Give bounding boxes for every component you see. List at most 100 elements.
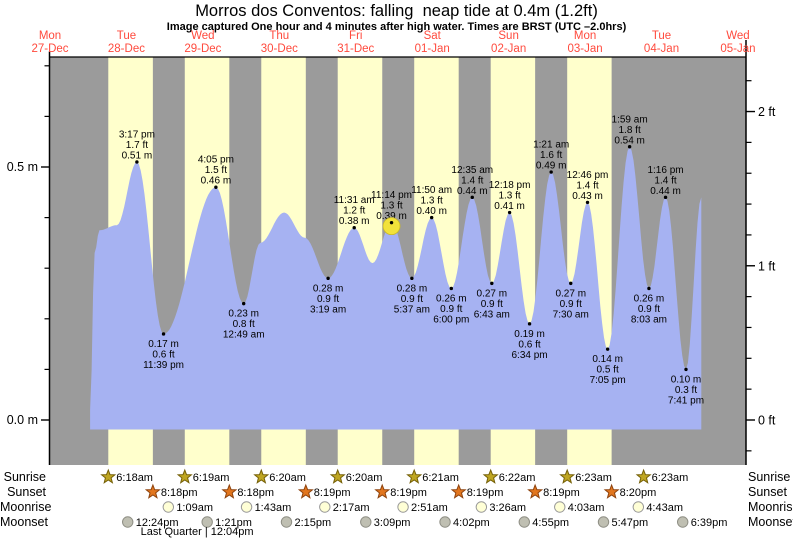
- high-tide-annotation: 1.3 ft: [498, 191, 520, 202]
- tide-extreme-dot: [627, 145, 632, 149]
- low-tide-annotation: 6:43 am: [474, 309, 510, 320]
- tide-extreme-dot: [470, 195, 474, 200]
- high-tide-annotation: 1.4 ft: [654, 175, 676, 186]
- day-label-date: 01-Jan: [415, 43, 450, 55]
- moonset-time: 12:24pm: [136, 517, 179, 529]
- sunrise-row-label-left: Sunrise: [3, 470, 46, 484]
- high-tide-annotation: 0.39 m: [376, 211, 407, 222]
- day-label-dow: Thu: [269, 30, 289, 42]
- sunrise-row-label-right: Sunrise: [748, 470, 791, 484]
- low-tide-annotation: 7:41 pm: [668, 395, 704, 406]
- moonset-icon: [518, 516, 530, 528]
- tide-curve-area: [90, 146, 702, 430]
- sunset-icon: [450, 483, 467, 499]
- low-tide-annotation: 6:00 pm: [433, 314, 469, 325]
- high-tide-annotation: 1.5 ft: [205, 165, 227, 176]
- moonset-icon: [439, 516, 451, 528]
- moonset-icon: [597, 516, 610, 528]
- tide-extreme-dot: [585, 200, 590, 205]
- day-label-date: 27-Dec: [31, 43, 68, 55]
- low-tide-annotation: 3:19 am: [310, 304, 346, 315]
- sunset-time: 8:19pm: [314, 487, 351, 499]
- moonrise-icon: [397, 501, 409, 513]
- high-tide-annotation: 11:31 am: [334, 195, 375, 206]
- sunrise-time: 6:22am: [499, 472, 536, 484]
- high-tide-annotation: 0.44 m: [650, 186, 681, 197]
- sunrise-icon: [406, 468, 423, 484]
- low-tide-annotation: 0.27 m: [555, 288, 586, 299]
- high-tide-annotation: 0.54 m: [614, 135, 645, 146]
- moonrise-icon: [475, 501, 488, 513]
- right-axis-tick-label: 2 ft: [758, 105, 776, 119]
- moonrise-time: 4:43am: [646, 502, 683, 514]
- day-label-date: 29-Dec: [184, 43, 221, 55]
- moonset-icon: [201, 516, 213, 528]
- moonset-icon: [360, 516, 372, 528]
- sunset-icon: [374, 483, 391, 499]
- low-tide-annotation: 5:37 am: [394, 304, 430, 315]
- day-label-date: 02-Jan: [491, 43, 526, 55]
- low-tide-annotation: 0.10 m: [671, 374, 702, 385]
- moonset-time: 3:09pm: [374, 517, 411, 529]
- sunset-time: 8:18pm: [237, 487, 274, 499]
- chart-title: Morros dos Conventos: falling neap tide …: [195, 2, 598, 20]
- moonrise-time: 4:03am: [568, 502, 605, 514]
- low-tide-annotation: 0.5 ft: [597, 365, 619, 376]
- sunset-time: 8:20pm: [620, 487, 657, 499]
- sunrise-time: 6:20am: [346, 472, 383, 484]
- sunrise-time: 6:18am: [116, 472, 153, 484]
- low-tide-annotation: 0.23 m: [228, 309, 259, 320]
- day-label-dow: Sat: [424, 30, 442, 42]
- left-axis-tick-label: 0.0 m: [7, 413, 38, 427]
- tide-extreme-dot: [490, 281, 494, 286]
- tide-extreme-dot: [569, 281, 573, 286]
- day-label-date: 30-Dec: [261, 43, 298, 55]
- moonrise-time: 1:09am: [176, 502, 213, 514]
- sunrise-time: 6:20am: [269, 472, 306, 484]
- low-tide-annotation: 0.26 m: [634, 293, 665, 304]
- day-label-dow: Mon: [574, 30, 596, 42]
- sunset-row-label-left: Sunset: [7, 485, 46, 499]
- moonrise-icon: [240, 501, 253, 513]
- tide-extreme-dot: [429, 215, 434, 220]
- low-tide-annotation: 0.8 ft: [233, 319, 255, 330]
- low-tide-annotation: 8:03 am: [631, 314, 667, 325]
- sunset-icon: [221, 483, 238, 499]
- day-label-date: 03-Jan: [567, 43, 602, 55]
- high-tide-annotation: 3:17 pm: [119, 129, 155, 140]
- low-tide-annotation: 0.9 ft: [440, 304, 462, 315]
- low-tide-annotation: 0.14 m: [592, 354, 623, 365]
- low-tide-annotation: 7:05 pm: [590, 375, 626, 386]
- sunrise-time: 6:21am: [422, 472, 459, 484]
- day-label-date: 05-Jan: [720, 43, 755, 55]
- sunset-row-label-right: Sunset: [748, 485, 787, 499]
- left-axis-tick-label: 0.5 m: [7, 160, 38, 174]
- sunset-icon: [603, 483, 620, 499]
- tide-extreme-dot: [135, 160, 139, 164]
- right-axis-tick-label: 1 ft: [758, 259, 776, 273]
- low-tide-annotation: 0.9 ft: [317, 294, 339, 305]
- high-tide-annotation: 1.8 ft: [618, 125, 640, 136]
- moonrise-time: 2:51am: [411, 502, 448, 514]
- high-tide-annotation: 1.3 ft: [421, 196, 443, 207]
- low-tide-annotation: 6:34 pm: [511, 350, 547, 361]
- high-tide-annotation: 12:46 pm: [567, 170, 609, 181]
- high-tide-annotation: 1.4 ft: [461, 175, 483, 186]
- high-tide-annotation: 12:18 pm: [489, 180, 531, 191]
- moonset-icon: [280, 516, 293, 528]
- tide-extreme-dot: [684, 367, 688, 372]
- day-label-dow: Tue: [652, 30, 671, 42]
- day-label-date: 04-Jan: [644, 43, 679, 55]
- moonset-time: 1:21pm: [215, 517, 252, 529]
- high-tide-annotation: 1:16 pm: [647, 165, 683, 176]
- low-tide-annotation: 0.27 m: [477, 288, 508, 299]
- sunrise-time: 6:19am: [193, 472, 230, 484]
- moonset-time: 5:47pm: [611, 517, 648, 529]
- low-tide-annotation: 0.17 m: [148, 339, 179, 350]
- low-tide-annotation: 0.26 m: [436, 293, 467, 304]
- sunrise-icon: [329, 468, 346, 484]
- high-tide-annotation: 1.4 ft: [576, 180, 598, 191]
- low-tide-annotation: 7:30 am: [553, 309, 589, 320]
- tide-extreme-dot: [549, 170, 553, 174]
- moonset-icon: [122, 516, 134, 528]
